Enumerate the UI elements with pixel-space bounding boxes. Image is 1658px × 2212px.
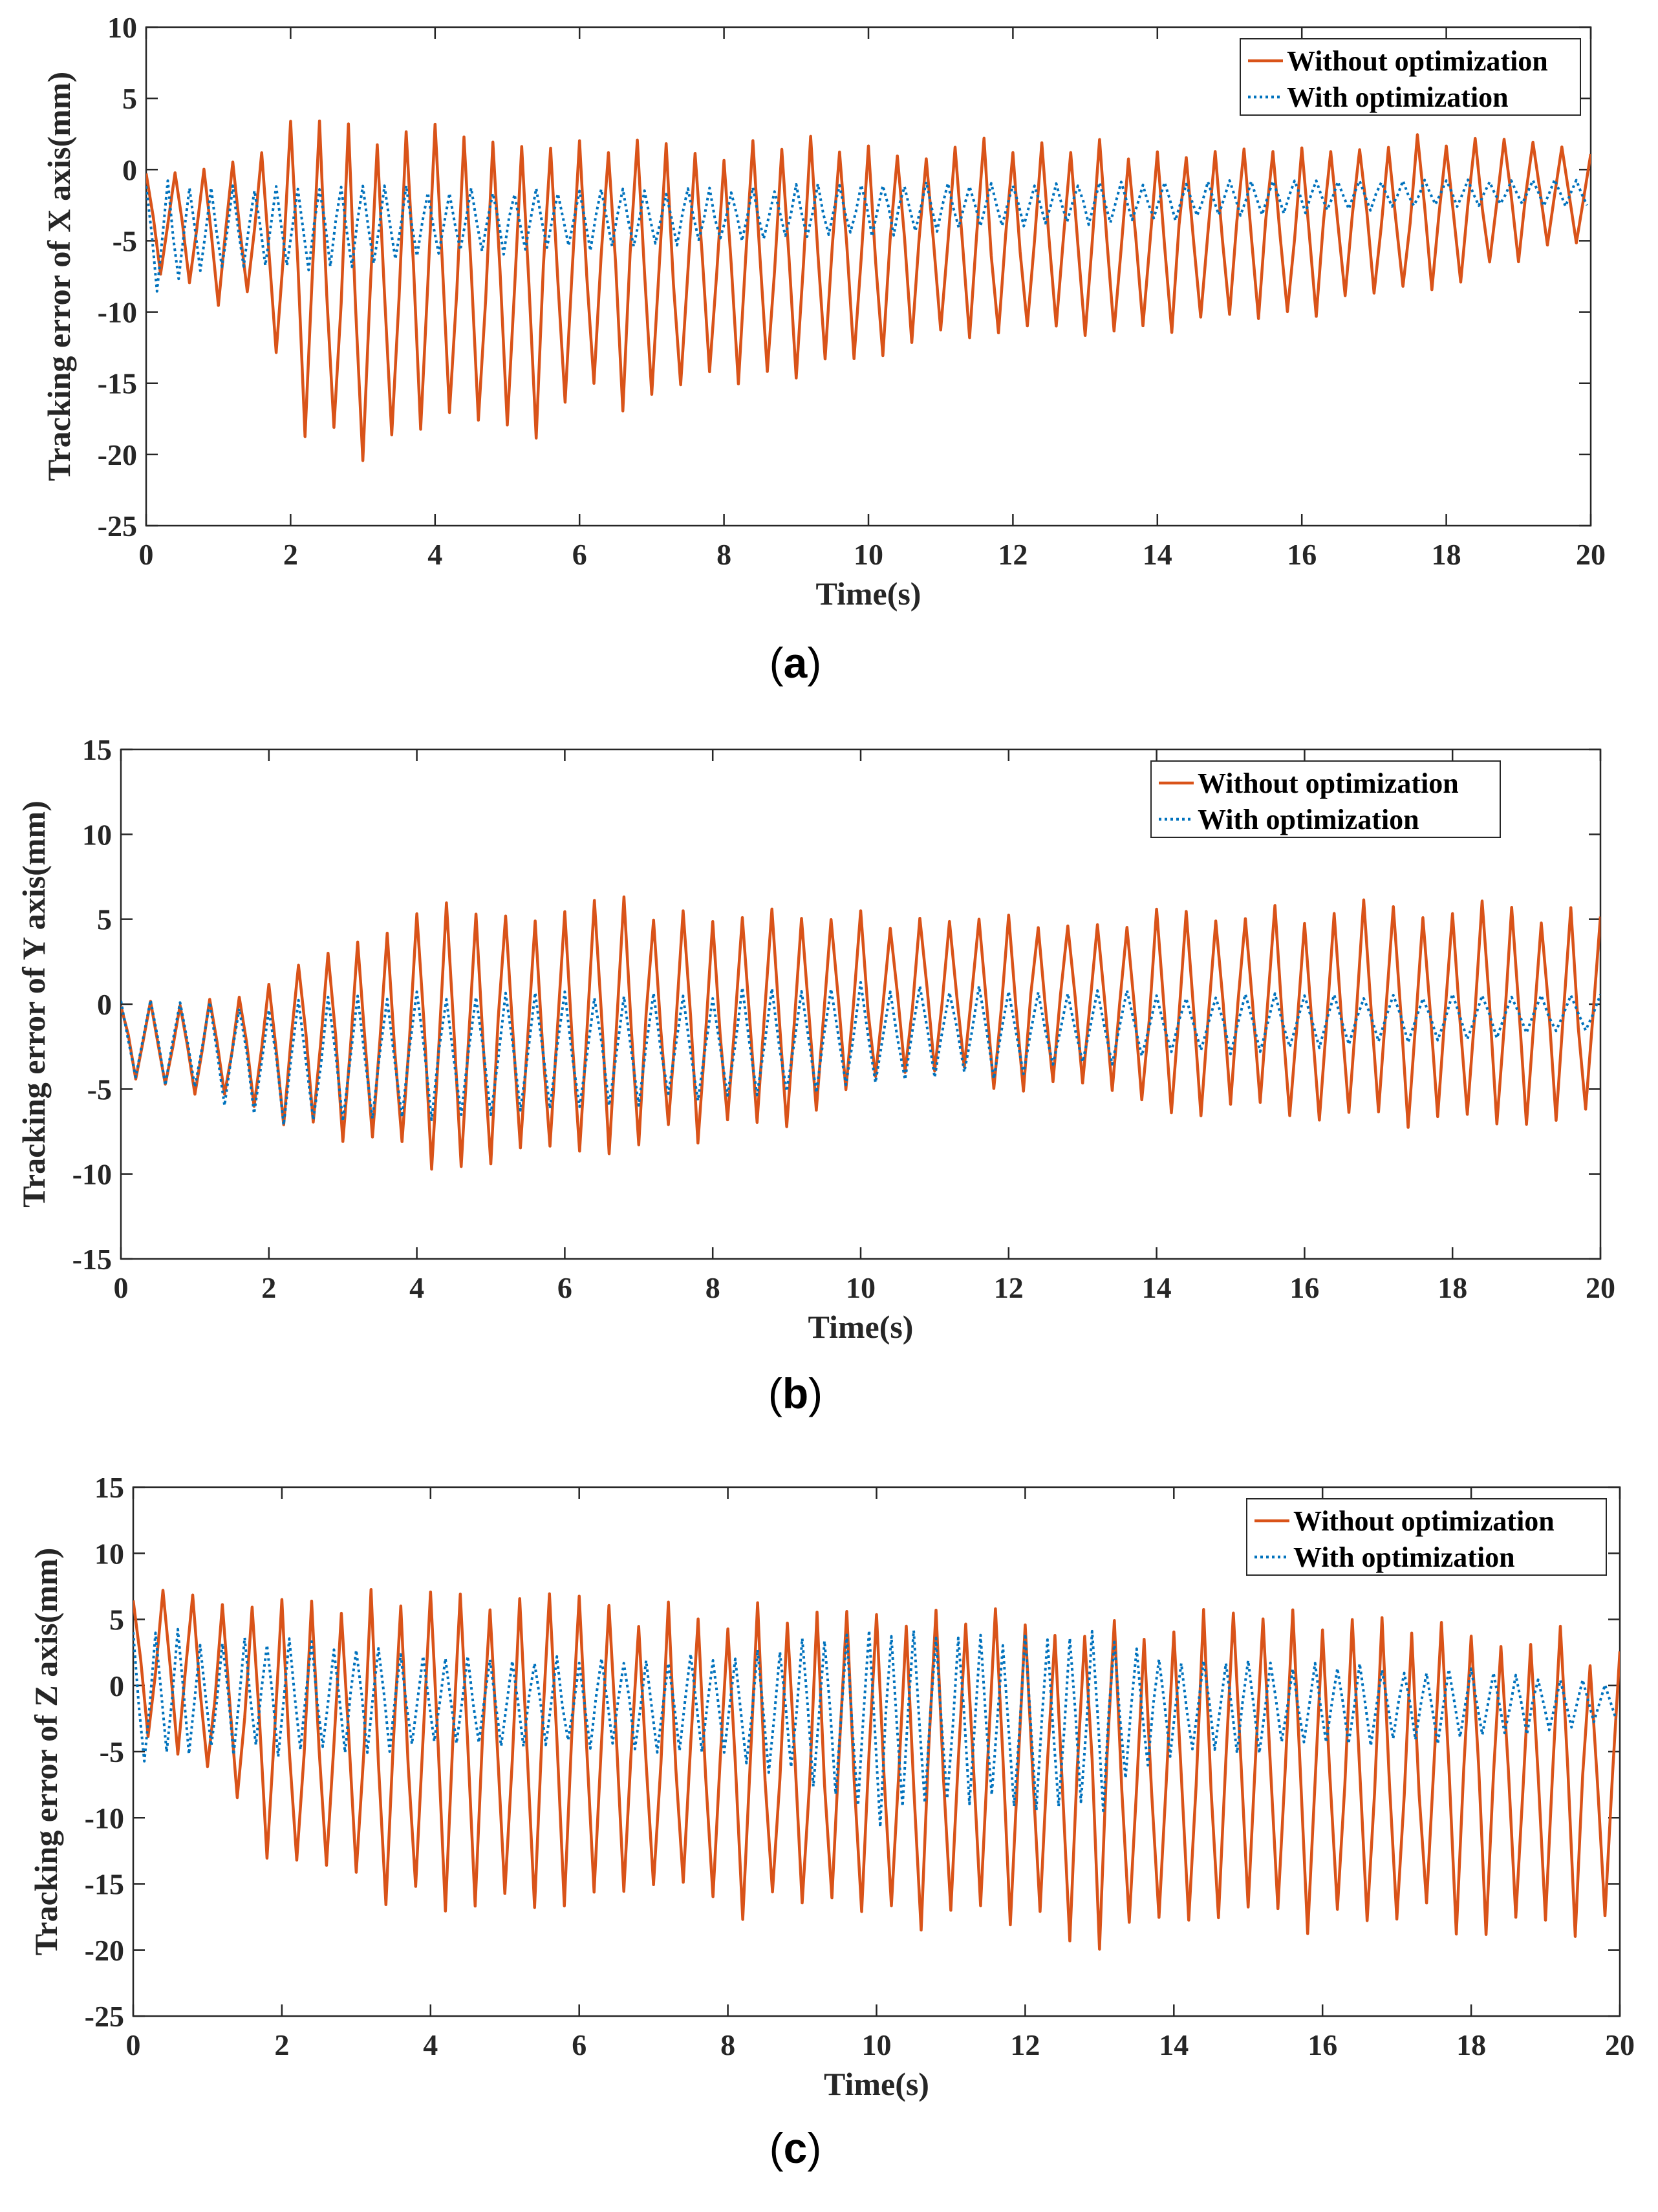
- x-axis-label: Time(s): [824, 2066, 929, 2102]
- y-axis-label: Tracking error of Y axis(mm): [16, 800, 52, 1208]
- y-tick-label: 10: [82, 818, 112, 851]
- legend-label: Without optimization: [1198, 768, 1459, 799]
- series-line-without-optimization: [121, 895, 1600, 1171]
- y-axis-label: Tracking error of Z axis(mm): [28, 1548, 64, 1955]
- legend-label: With optimization: [1293, 1541, 1515, 1573]
- legend-label: With optimization: [1198, 804, 1419, 835]
- chart-panel-a: 0 2 4 6 8 10 12 14 16 18 20 10 5 0 -5 -10 -15 -20 -25 Time(…: [41, 11, 1606, 612]
- y-tick-label: -15: [85, 1868, 124, 1901]
- x-tick-label: 14: [1142, 1271, 1172, 1304]
- y-tick-label: 10: [107, 11, 137, 44]
- y-tick-label: -10: [98, 296, 137, 329]
- x-tick-label: 18: [1432, 538, 1461, 571]
- y-tick-label: 15: [94, 1471, 124, 1504]
- y-tick-label: -5: [100, 1735, 124, 1768]
- x-tick-label: 2: [274, 2028, 289, 2061]
- x-tick-label: 6: [572, 538, 587, 571]
- x-tick-label: 20: [1576, 538, 1606, 571]
- x-tick-label: 2: [261, 1271, 276, 1304]
- y-tick-label: 10: [94, 1537, 124, 1570]
- x-tick-label: 4: [409, 1271, 424, 1304]
- x-tick-label: 20: [1605, 2028, 1635, 2061]
- legend-label: Without optimization: [1293, 1505, 1555, 1537]
- x-tick-label: 18: [1437, 1271, 1467, 1304]
- x-tick-label: 16: [1287, 538, 1317, 571]
- x-tick-label: 10: [862, 2028, 892, 2061]
- x-tick-label: 6: [572, 2028, 587, 2061]
- series-line-with-optimization: [146, 178, 1589, 293]
- series-group: [133, 1588, 1620, 1951]
- x-tick-label: 12: [994, 1271, 1024, 1304]
- x-tick-label: 4: [427, 538, 442, 571]
- y-tick-label: 0: [109, 1670, 124, 1702]
- series-group: [121, 895, 1600, 1171]
- x-tick-label: 10: [854, 538, 883, 571]
- x-tick-label: 14: [1143, 538, 1172, 571]
- panel-caption-letter: b: [782, 1369, 808, 1417]
- x-axis-label: Time(s): [816, 575, 921, 612]
- x-tick-label: 8: [720, 2028, 735, 2061]
- x-tick-label: 16: [1289, 1271, 1319, 1304]
- legend: Without optimization With optimization: [1150, 760, 1501, 838]
- x-tick-label: 10: [846, 1271, 876, 1304]
- x-tick-label: 0: [114, 1271, 129, 1304]
- legend-box: [1240, 38, 1581, 116]
- panel-caption: (a): [770, 639, 822, 687]
- panel-caption-letter: a: [784, 639, 808, 687]
- y-tick-label: -15: [98, 367, 137, 400]
- y-tick-label: 0: [97, 988, 112, 1021]
- y-tick-label: -10: [72, 1158, 112, 1191]
- x-tick-label: 12: [998, 538, 1028, 571]
- x-tick-label: 18: [1456, 2028, 1486, 2061]
- x-tick-label: 12: [1010, 2028, 1040, 2061]
- legend-box: [1246, 1498, 1607, 1576]
- legend-box: [1150, 760, 1501, 838]
- x-tick-label: 20: [1586, 1271, 1615, 1304]
- legend: Without optimization With optimization: [1240, 38, 1581, 116]
- y-tick-label: -25: [98, 510, 137, 542]
- series-group: [146, 119, 1591, 462]
- series-line-with-optimization: [121, 981, 1600, 1126]
- y-tick-label: -15: [72, 1243, 112, 1276]
- series-line-without-optimization: [133, 1588, 1620, 1951]
- x-axis-label: Time(s): [808, 1309, 914, 1345]
- x-tick-label: 2: [283, 538, 298, 571]
- x-tick-label: 8: [705, 1271, 720, 1304]
- panel-caption: (c): [770, 2124, 822, 2172]
- y-tick-label: -20: [85, 1934, 124, 1967]
- x-tick-label: 6: [557, 1271, 572, 1304]
- y-tick-label: -10: [85, 1801, 124, 1834]
- legend: Without optimization With optimization: [1246, 1498, 1607, 1576]
- panel-caption-letter: c: [784, 2124, 808, 2172]
- y-tick-label: -25: [85, 2000, 124, 2033]
- chart-panel-b: 0 2 4 6 8 10 12 14 16 18 20 15 10 5 0 -5 -10 -15 Time(s) Tr…: [16, 733, 1615, 1345]
- y-tick-label: -20: [98, 438, 137, 471]
- legend-label: With optimization: [1287, 81, 1509, 113]
- chart-panel-c: 0 2 4 6 8 10 12 14 16 18 20 15 10 5 0 -5 -10 -15 -20 -25 Tim…: [28, 1471, 1635, 2102]
- panel-caption: (b): [768, 1369, 823, 1417]
- y-axis-label: Tracking error of X axis(mm): [41, 72, 77, 481]
- y-tick-label: 15: [82, 733, 112, 766]
- y-tick-label: 5: [97, 903, 112, 936]
- x-tick-label: 8: [716, 538, 731, 571]
- legend-label: Without optimization: [1287, 45, 1548, 77]
- series-line-with-optimization: [133, 1627, 1618, 1829]
- x-tick-label: 4: [423, 2028, 438, 2061]
- x-tick-label: 16: [1308, 2028, 1337, 2061]
- y-tick-label: 5: [109, 1604, 124, 1637]
- series-line-without-optimization: [146, 119, 1591, 462]
- y-tick-label: -5: [113, 224, 137, 257]
- y-tick-label: -5: [87, 1073, 112, 1106]
- x-tick-label: 14: [1159, 2028, 1189, 2061]
- x-tick-label: 0: [139, 538, 154, 571]
- y-tick-label: 5: [122, 82, 137, 115]
- x-tick-label: 0: [126, 2028, 141, 2061]
- y-tick-label: 0: [122, 153, 137, 186]
